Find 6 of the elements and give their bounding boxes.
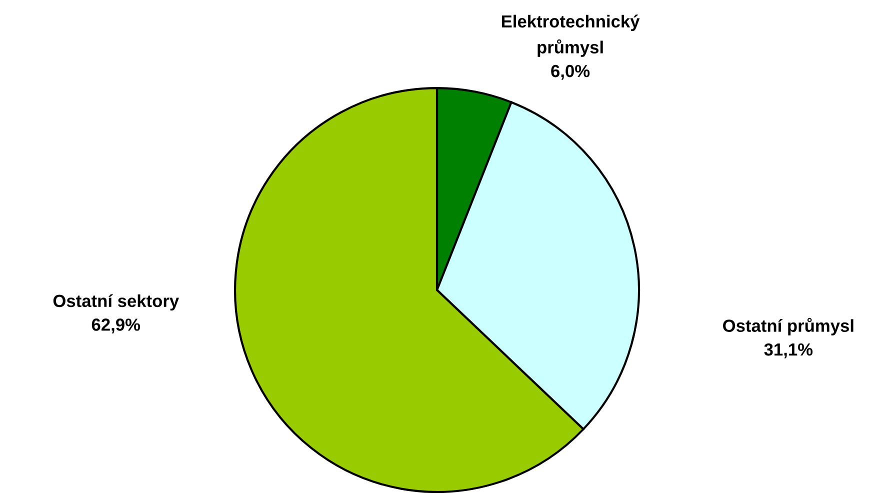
slice-label: Elektrotechnický průmysl: [502, 14, 640, 57]
slice-label: Ostatní průmysl: [723, 318, 854, 336]
data-label: 31,1%: [764, 343, 813, 358]
data-label: 62,9%: [92, 318, 140, 334]
slice-label: Ostatní sektory: [53, 294, 179, 311]
data-label: 6,0%: [551, 64, 590, 80]
